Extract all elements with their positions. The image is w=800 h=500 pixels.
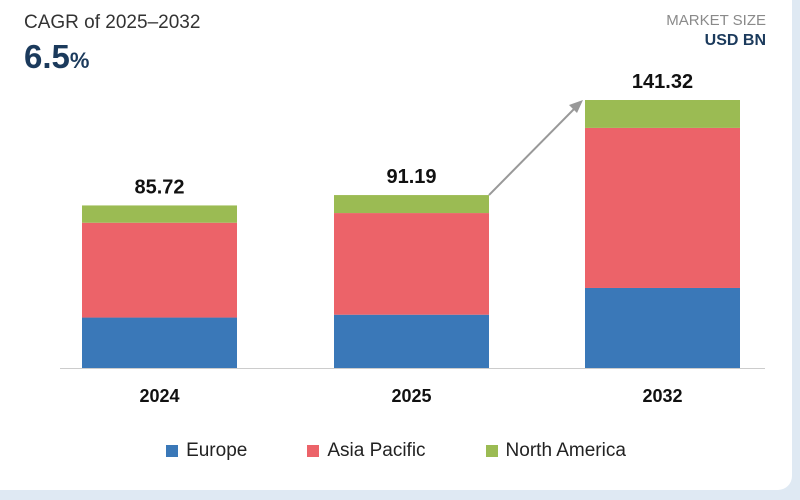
unit-label: USD BN bbox=[704, 32, 766, 49]
bar-asia-pacific-2025 bbox=[334, 213, 489, 315]
legend-swatch bbox=[166, 445, 179, 457]
legend-item: Europe bbox=[166, 440, 247, 462]
bar-europe-2032 bbox=[585, 287, 740, 368]
legend-swatch bbox=[485, 445, 498, 457]
bar-asia-pacific-2024 bbox=[82, 222, 237, 318]
legend-swatch bbox=[307, 445, 320, 457]
legend-label: Asia Pacific bbox=[327, 440, 426, 461]
legend-item: Asia Pacific bbox=[307, 440, 426, 462]
x-tick-label-2032: 2032 bbox=[642, 386, 682, 406]
legend-item: North America bbox=[485, 440, 626, 462]
cagr-number: 6.5 bbox=[24, 38, 70, 75]
bar-asia-pacific-2032 bbox=[585, 127, 740, 288]
total-label-2032: 141.32 bbox=[632, 71, 693, 93]
x-tick-label-2025: 2025 bbox=[391, 386, 431, 406]
bar-north-america-2024 bbox=[82, 205, 237, 223]
bar-europe-2024 bbox=[82, 317, 237, 368]
legend: Europe Asia Pacific North America bbox=[0, 440, 792, 462]
growth-arrow-line bbox=[488, 105, 578, 196]
cagr-unit: % bbox=[69, 48, 90, 73]
market-size-label: MARKET SIZE bbox=[666, 12, 766, 29]
legend-label: Europe bbox=[186, 440, 248, 461]
x-tick-label-2024: 2024 bbox=[139, 386, 179, 406]
cagr-label: CAGR of 2025–2032 bbox=[24, 12, 201, 33]
total-label-2024: 85.72 bbox=[134, 176, 184, 198]
growth-arrow-head-icon bbox=[569, 100, 583, 113]
bar-north-america-2032 bbox=[585, 100, 740, 128]
stacked-bar-chart: 85.72 2024 91.19 2025 141.32 2032 bbox=[60, 71, 765, 406]
cagr-value: 6.5% bbox=[24, 38, 89, 76]
bar-europe-2025 bbox=[334, 314, 489, 368]
chart-card: CAGR of 2025–2032 6.5% MARKET SIZE USD B… bbox=[0, 0, 792, 490]
legend-label: North America bbox=[505, 440, 626, 461]
total-label-2025: 91.19 bbox=[386, 166, 436, 188]
bar-north-america-2025 bbox=[334, 195, 489, 214]
